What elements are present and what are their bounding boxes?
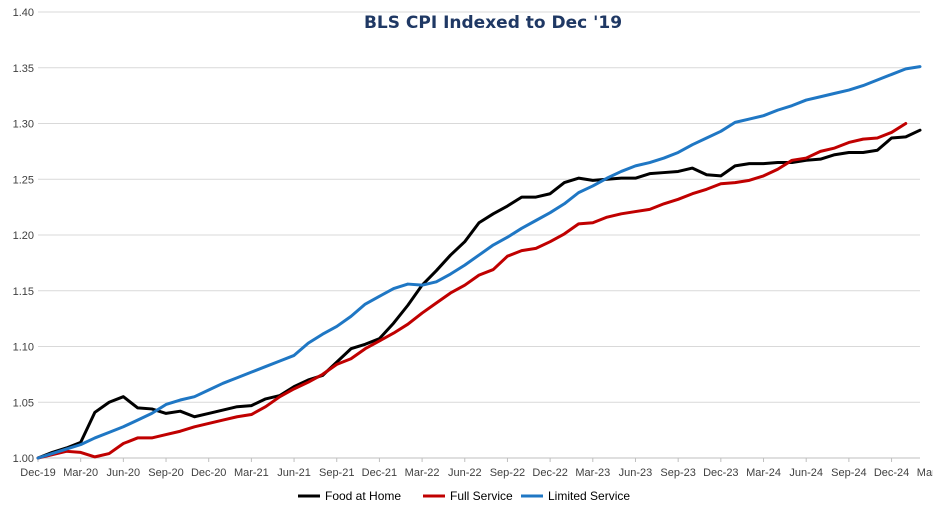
series-line-limited-service: [36, 65, 922, 460]
x-tick-label: Sep-20: [148, 467, 183, 479]
x-tick-label: Jun-23: [619, 467, 653, 479]
x-tick-label: Jun-24: [789, 467, 823, 479]
legend-label: Full Service: [450, 489, 513, 503]
legend-label: Food at Home: [325, 489, 401, 503]
legend: Food at Home Full Service Limited Service: [298, 489, 630, 503]
y-tick-label: 1.25: [13, 174, 34, 186]
series-lines: [36, 65, 922, 460]
x-tick-label: Jun-20: [107, 467, 141, 479]
chart-title: BLS CPI Indexed to Dec '19: [364, 13, 622, 33]
x-axis-ticks: Dec-19 Mar-20 Jun-20 Sep-20 Dec-20 Mar-21 Jun-…: [20, 458, 933, 479]
series-line-full-service: [36, 122, 908, 460]
x-tick-label: Sep-21: [319, 467, 354, 479]
x-tick-label: Jun-22: [448, 467, 482, 479]
gridlines: [38, 11, 920, 459]
series-line-food-at-home: [36, 128, 922, 460]
x-tick-label: Mar-23: [575, 467, 610, 479]
x-tick-label: Dec-20: [191, 467, 226, 479]
x-tick-label: Dec-19: [20, 467, 55, 479]
y-tick-label: 1.30: [13, 119, 34, 131]
x-tick-label: Sep-24: [831, 467, 866, 479]
x-tick-label: Mar-22: [405, 467, 440, 479]
x-tick-label: Jun-21: [277, 467, 311, 479]
x-tick-label: Mar-25: [917, 467, 933, 479]
x-tick-label: Dec-22: [532, 467, 567, 479]
x-tick-label: Sep-23: [660, 467, 695, 479]
y-tick-label: 1.00: [13, 453, 34, 465]
x-tick-label: Dec-24: [874, 467, 909, 479]
x-tick-label: Mar-21: [234, 467, 269, 479]
x-tick-label: Mar-20: [63, 467, 98, 479]
x-tick-label: Dec-21: [362, 467, 397, 479]
y-tick-label: 1.40: [13, 7, 34, 19]
y-tick-label: 1.15: [13, 286, 34, 298]
y-tick-label: 1.10: [13, 342, 34, 354]
y-tick-label: 1.20: [13, 230, 34, 242]
y-tick-label: 1.35: [13, 63, 34, 75]
y-tick-label: 1.05: [13, 397, 34, 409]
x-tick-label: Sep-22: [490, 467, 525, 479]
legend-label: Limited Service: [548, 489, 630, 503]
x-tick-label: Mar-24: [746, 467, 781, 479]
x-tick-label: Dec-23: [703, 467, 738, 479]
y-axis-ticks: 1.00 1.05 1.10 1.15 1.20 1.25 1.30 1.35 1.40: [13, 7, 34, 465]
